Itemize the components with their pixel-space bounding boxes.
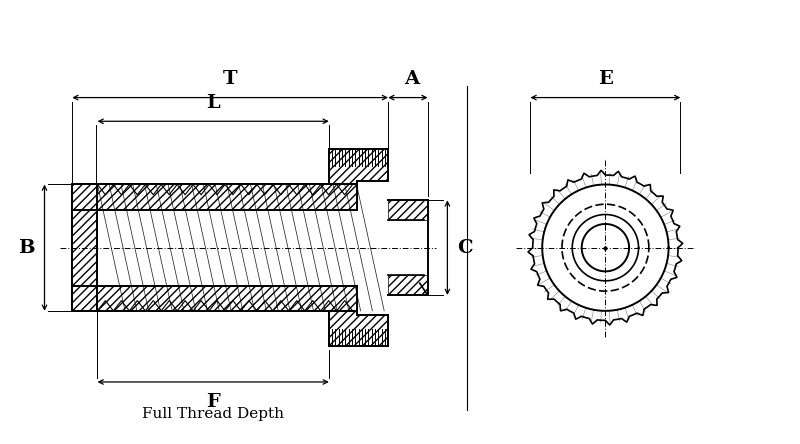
Polygon shape (72, 184, 98, 311)
Text: A: A (404, 70, 419, 88)
Text: T: T (223, 70, 238, 88)
Polygon shape (329, 311, 388, 346)
Polygon shape (72, 285, 357, 311)
Text: Full Thread Depth: Full Thread Depth (142, 407, 284, 420)
Text: F: F (206, 393, 220, 411)
Text: L: L (206, 94, 220, 112)
Polygon shape (72, 184, 357, 210)
Text: B: B (18, 239, 35, 257)
Polygon shape (329, 149, 388, 184)
Text: E: E (598, 70, 613, 88)
Text: C: C (457, 239, 473, 257)
